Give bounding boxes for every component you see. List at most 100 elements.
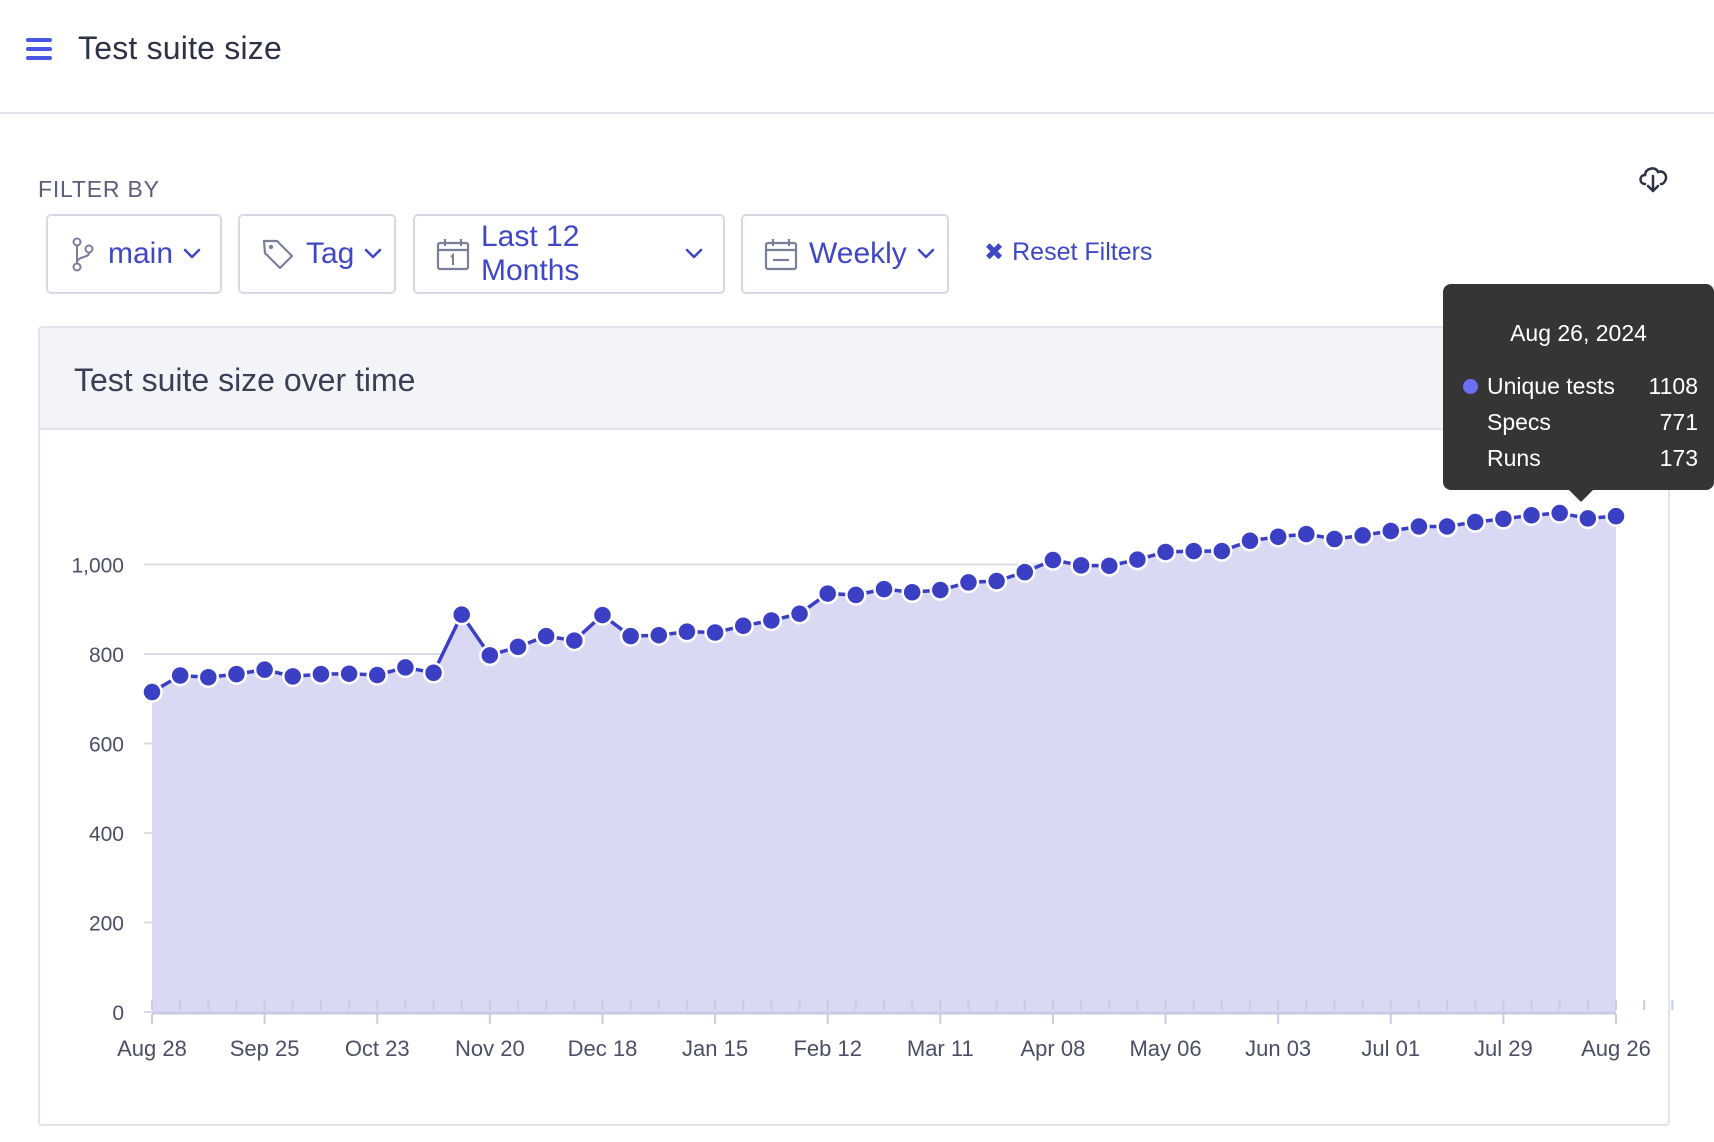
calendar-icon [763, 236, 799, 272]
tooltip-value: 771 [1659, 409, 1698, 435]
y-tick-label: 800 [89, 644, 124, 667]
data-point [1239, 530, 1261, 552]
data-point [1323, 528, 1346, 550]
data-point [197, 666, 220, 689]
data-point [845, 584, 867, 606]
reset-filters-label: Reset Filters [1012, 238, 1153, 266]
x-tick-label: Jul 01 [1361, 1036, 1420, 1061]
data-point [704, 621, 726, 644]
data-point [1351, 524, 1374, 547]
close-icon: ✖ [984, 239, 1005, 266]
data-point [1380, 520, 1402, 542]
data-point [1408, 515, 1430, 538]
period-filter-dropdown[interactable]: Weekly [741, 214, 949, 294]
data-point [1492, 508, 1515, 530]
tag-filter-label: Tag [306, 237, 355, 270]
data-point [788, 602, 811, 625]
date-range-filter-label: Last 12 Months [481, 220, 580, 287]
chevron-down-icon [364, 245, 382, 263]
y-tick-label: 1,000 [71, 555, 124, 578]
data-point [929, 579, 952, 601]
data-point [1295, 523, 1318, 545]
data-point [901, 581, 923, 603]
x-tick-label: Jun 03 [1245, 1036, 1311, 1061]
tooltip-label: Unique tests [1487, 373, 1615, 399]
tooltip-label: Specs [1487, 409, 1551, 435]
x-tick-label: Dec 18 [568, 1036, 638, 1061]
data-point [253, 658, 276, 681]
data-point [394, 656, 417, 679]
x-tick-label: Aug 26 [1581, 1036, 1651, 1061]
data-point [1014, 561, 1036, 583]
data-point [1154, 541, 1177, 563]
x-tick-label: Nov 20 [455, 1036, 525, 1061]
top-bar: Test suite size [0, 0, 1714, 114]
x-tick-label: Jan 15 [682, 1036, 748, 1061]
data-point [1436, 515, 1458, 538]
x-tick-label: Aug 28 [117, 1036, 187, 1061]
tooltip-value: 173 [1659, 445, 1698, 471]
tooltip-label: Runs [1487, 445, 1541, 471]
data-point [563, 629, 586, 652]
tooltip-row-runs: Runs 173 [1487, 445, 1698, 472]
y-tick-label: 400 [89, 823, 124, 846]
chart-title: Test suite size over time [74, 362, 416, 398]
x-tick-label: Jul 29 [1474, 1036, 1533, 1061]
data-point [310, 663, 332, 685]
page-title: Test suite size [78, 30, 282, 66]
chevron-down-icon [183, 245, 201, 263]
data-point [1211, 540, 1233, 562]
chevron-down-icon [685, 245, 703, 263]
data-point [141, 681, 163, 703]
data-point [816, 582, 839, 605]
data-point [422, 662, 445, 684]
data-point [619, 625, 642, 647]
git-branch-icon [68, 236, 98, 272]
x-tick-label: Feb 12 [793, 1036, 862, 1061]
tooltip-row-unique-tests: Unique tests 1108 [1463, 373, 1698, 400]
data-point [676, 620, 698, 643]
x-tick-label: Oct 23 [345, 1036, 410, 1061]
period-filter-label: Weekly [809, 237, 907, 270]
x-tick-label: Sep 25 [230, 1036, 300, 1061]
data-point [366, 664, 388, 686]
data-point [648, 624, 670, 646]
data-point [479, 644, 501, 667]
area-fill [152, 513, 1616, 1012]
y-tick-label: 200 [89, 913, 124, 936]
data-point [873, 578, 895, 600]
data-point [1042, 549, 1064, 571]
branch-filter-dropdown[interactable]: main [46, 214, 222, 294]
data-point [507, 636, 529, 658]
data-point [760, 609, 783, 632]
data-point [957, 571, 980, 594]
y-tick-label: 0 [112, 1002, 124, 1025]
x-tick-label: Mar 11 [907, 1036, 974, 1061]
data-point [1520, 504, 1543, 527]
data-point [282, 665, 304, 688]
chart-tooltip: Aug 26, 2024 Unique tests 1108 Specs 771… [1443, 284, 1714, 502]
data-point [450, 603, 473, 626]
branch-filter-label: main [108, 237, 174, 270]
data-point [338, 662, 360, 685]
reset-filters-button[interactable]: ✖ Reset Filters [984, 238, 1152, 267]
chevron-down-icon [917, 245, 935, 263]
y-tick-label: 600 [89, 734, 124, 757]
data-point [985, 570, 1008, 592]
calendar-icon [435, 236, 471, 272]
data-point [1126, 548, 1149, 571]
data-point [535, 625, 557, 647]
data-point [169, 664, 191, 687]
data-point [1548, 502, 1571, 524]
filter-by-label: FILTER BY [38, 176, 160, 202]
data-point [591, 604, 614, 626]
series-dot-icon [1463, 379, 1478, 394]
download-cloud-icon[interactable] [1636, 160, 1672, 196]
hamburger-menu-icon[interactable] [26, 38, 56, 64]
tooltip-value: 1108 [1648, 373, 1698, 399]
date-range-filter-dropdown[interactable]: Last 12 Months [413, 214, 725, 294]
tag-filter-dropdown[interactable]: Tag [238, 214, 396, 294]
tooltip-date: Aug 26, 2024 [1510, 320, 1647, 346]
data-point [225, 663, 248, 685]
